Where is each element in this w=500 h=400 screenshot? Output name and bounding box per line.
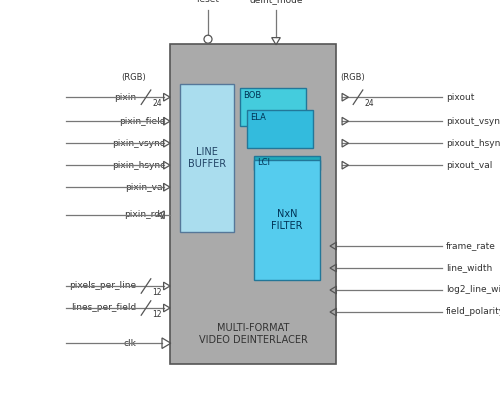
Text: pixin_hsync: pixin_hsync	[112, 161, 165, 170]
Bar	[254, 160, 320, 280]
Text: pixin: pixin	[114, 93, 136, 102]
Text: field_polarity: field_polarity	[446, 308, 500, 316]
Bar	[247, 110, 313, 148]
Text: pixels_per_line: pixels_per_line	[69, 282, 136, 290]
Text: pixout_val: pixout_val	[446, 161, 492, 170]
Text: 12: 12	[152, 288, 162, 297]
Text: pixin_val: pixin_val	[125, 183, 165, 192]
Text: pixin_vsync: pixin_vsync	[112, 139, 165, 148]
Text: log2_line_width: log2_line_width	[446, 286, 500, 294]
Bar	[180, 84, 234, 232]
Text: 12: 12	[152, 310, 162, 319]
Circle shape	[204, 35, 212, 43]
Text: BOB: BOB	[243, 91, 262, 100]
Text: pixout_vsync: pixout_vsync	[446, 117, 500, 126]
Text: (RGB): (RGB)	[121, 73, 146, 82]
Text: pixout: pixout	[446, 93, 474, 102]
Text: MULTI-FORMAT
VIDEO DEINTERLACER: MULTI-FORMAT VIDEO DEINTERLACER	[199, 323, 308, 345]
Text: NxN
FILTER: NxN FILTER	[271, 209, 303, 231]
Text: pixout_hsync: pixout_hsync	[446, 139, 500, 148]
Bar	[170, 44, 336, 364]
Text: pixin_rdy: pixin_rdy	[124, 210, 165, 219]
Text: deint_mode: deint_mode	[249, 0, 302, 4]
Bar	[254, 156, 320, 170]
Text: pixin_field: pixin_field	[118, 117, 165, 126]
Bar	[240, 88, 306, 126]
Text: clk: clk	[123, 339, 136, 348]
Text: reset: reset	[196, 0, 220, 4]
Text: 24: 24	[152, 99, 162, 108]
Text: LINE
BUFFER: LINE BUFFER	[188, 147, 226, 169]
Text: lines_per_field: lines_per_field	[70, 304, 136, 312]
Text: 24: 24	[364, 99, 374, 108]
Text: line_width: line_width	[446, 264, 492, 272]
Text: LCI: LCI	[257, 158, 270, 167]
Text: frame_rate: frame_rate	[446, 242, 496, 250]
Text: ELA: ELA	[250, 113, 266, 122]
Text: (RGB): (RGB)	[340, 73, 365, 82]
